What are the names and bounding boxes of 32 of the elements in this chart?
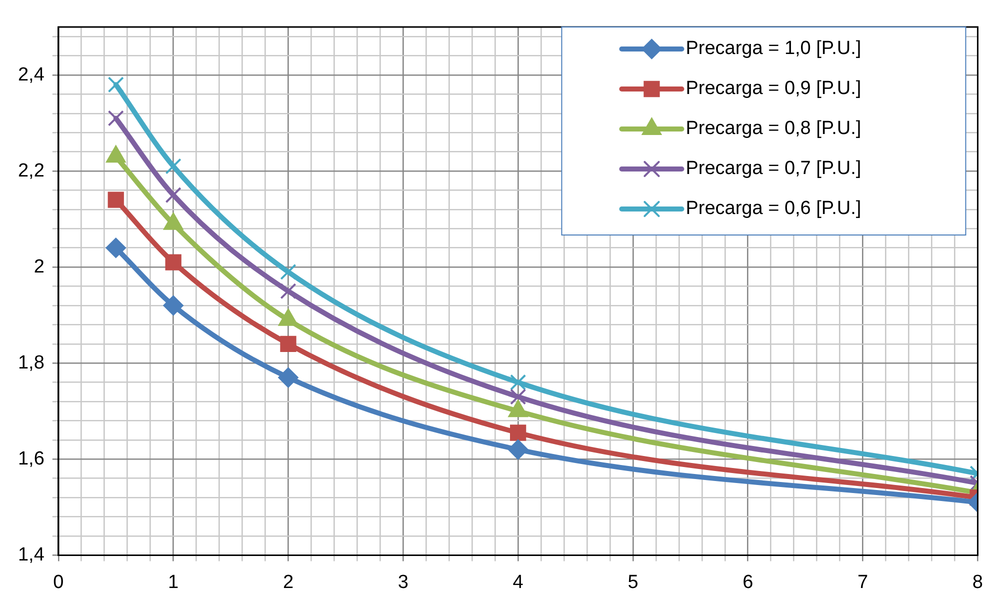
y-tick-label: 1,8: [18, 352, 44, 374]
point: [163, 296, 184, 316]
x-tick-label: 6: [742, 572, 754, 593]
x-tick-label: 7: [858, 572, 868, 593]
y-tick-label: 1,6: [18, 448, 44, 470]
x-tick-label: 1: [168, 572, 179, 593]
point: [165, 186, 182, 204]
point: [106, 238, 126, 258]
point: [165, 158, 182, 174]
x-tick-label: 5: [628, 572, 638, 593]
x-tick-label: 2: [282, 572, 294, 593]
point: [278, 368, 298, 388]
legend-label: Precarga = 1,0 [P.U.]: [686, 38, 862, 60]
y-tick-label: 1,4: [18, 544, 45, 566]
legend-label: Precarga = 0,7 [P.U.]: [686, 158, 862, 180]
legend-label: Precarga = 0,9 [P.U.]: [686, 78, 862, 100]
point: [280, 264, 296, 280]
y-tick-label: 2,2: [18, 160, 44, 182]
x-tick-label: 0: [53, 572, 64, 593]
point: [108, 192, 124, 208]
point: [108, 76, 124, 93]
x-tick-label: 3: [398, 572, 408, 593]
y-tick-label: 2,4: [18, 64, 45, 86]
point: [280, 336, 296, 352]
x-tick-label: 4: [512, 572, 524, 593]
legend-label: Precarga = 0,8 [P.U.]: [686, 118, 862, 140]
legend-label: Precarga = 0,6 [P.U.]: [686, 198, 862, 220]
point: [280, 283, 296, 300]
x-tick-label: 8: [972, 572, 984, 593]
point: [108, 110, 124, 126]
point: [165, 254, 182, 270]
y-tick-label: 2: [34, 256, 44, 278]
